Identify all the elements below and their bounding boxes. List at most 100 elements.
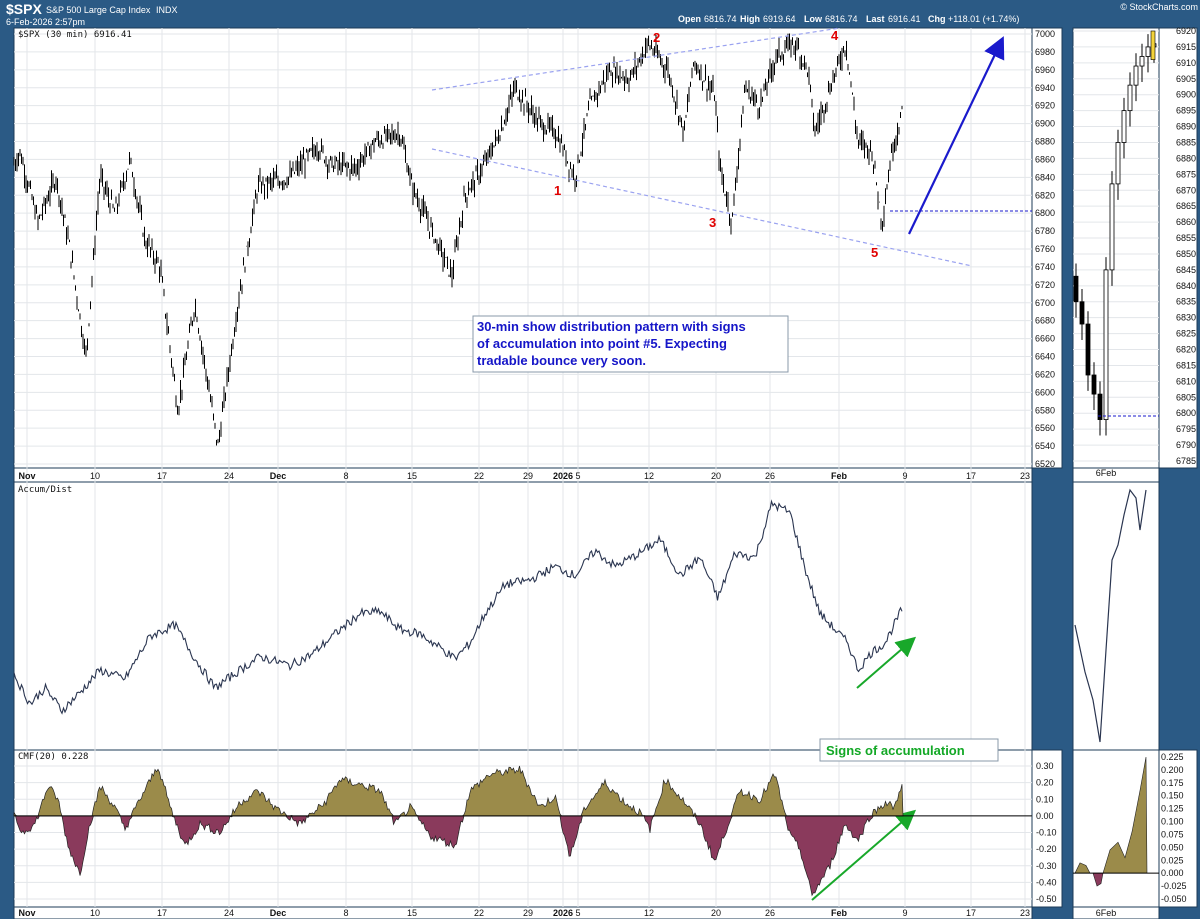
side-cmf-tick-label: 0.200 <box>1161 765 1184 775</box>
price-tick-label: 6920 <box>1035 101 1055 111</box>
x-tick-label: 29 <box>523 471 533 481</box>
side-candle <box>1103 269 1109 420</box>
price-tick-label: 6640 <box>1035 352 1055 362</box>
side-cmf-tick-label: 0.075 <box>1161 829 1184 839</box>
side-price-tick-label: 6830 <box>1176 313 1196 323</box>
point-label-5: 5 <box>871 245 878 260</box>
accum-annotation: Signs of accumulation <box>826 743 965 758</box>
price-tick-label: 6980 <box>1035 47 1055 57</box>
side-candle <box>1085 323 1091 376</box>
x-axis-strip-bottom <box>13 906 1033 919</box>
side-cmf-tick-label: 0.000 <box>1161 868 1184 878</box>
side-cmf-tick-label: -0.025 <box>1161 881 1187 891</box>
x-tick-label: 26 <box>765 471 775 481</box>
x-tick-label-bottom: Feb <box>831 908 848 918</box>
high-value: 6919.64 <box>763 14 796 24</box>
price-tick-label: 6900 <box>1035 119 1055 129</box>
brand-label: © StockCharts.com <box>1120 2 1198 12</box>
price-tick-label: 6760 <box>1035 244 1055 254</box>
x-tick-label-bottom: 10 <box>90 908 100 918</box>
chg-label: Chg <box>928 14 946 24</box>
x-tick-label-bottom: 17 <box>966 908 976 918</box>
last-label: Last <box>866 14 885 24</box>
point-label-4: 4 <box>831 28 839 43</box>
cmf-legend: CMF(20) 0.228 <box>18 752 88 762</box>
exchange-label: INDX <box>156 5 178 15</box>
side-candle <box>1121 110 1127 143</box>
accum-legend: Accum/Dist <box>18 485 72 495</box>
side-x-label: 6Feb <box>1096 468 1117 478</box>
side-price-tick-label: 6905 <box>1176 74 1196 84</box>
x-tick-label: 12 <box>644 471 654 481</box>
side-cmf-tick-label: 0.150 <box>1161 791 1184 801</box>
price-tick-label: 6860 <box>1035 154 1055 164</box>
price-tick-label: 6700 <box>1035 298 1055 308</box>
side-x-label-bottom: 6Feb <box>1096 908 1117 918</box>
accum-annotation-box <box>819 738 999 762</box>
x-tick-label: Nov <box>18 471 35 481</box>
open-value: 6816.74 <box>704 14 737 24</box>
price-tick-label: 6880 <box>1035 137 1055 147</box>
side-price-tick-label: 6885 <box>1176 137 1196 147</box>
price-tick-label: 6600 <box>1035 387 1055 397</box>
price-tick-label: 6820 <box>1035 190 1055 200</box>
x-tick-label-bottom: 22 <box>474 908 484 918</box>
side-price-tick-label: 6815 <box>1176 360 1196 370</box>
side-cmf-y-ticks: 0.225 0.200 0.175 0.150 0.125 0.100 0.075 0.050… <box>1161 752 1187 904</box>
index-name: S&P 500 Large Cap Index <box>46 5 151 15</box>
side-candle <box>1145 46 1151 57</box>
cmf-tick-label: 0.10 <box>1036 794 1054 804</box>
x-tick-label: 2026 <box>553 471 573 481</box>
side-cmf-series <box>1073 756 1159 887</box>
side-accum-series <box>1074 488 1147 743</box>
chg-value: +118.01 (+1.74%) <box>948 14 1019 24</box>
side-cmf-y-axis <box>1158 749 1198 908</box>
price-legend: $SPX (30 min) 6916.41 <box>18 30 132 40</box>
side-cmf-tick-label: 0.100 <box>1161 817 1184 827</box>
side-candle <box>1097 393 1103 420</box>
price-y-ticks: 6520 6540 6560 6580 6600 6620 6640 6660 6680 6700… <box>1035 29 1055 469</box>
side-x-axis <box>1072 467 1160 483</box>
side-price-tick-label: 6840 <box>1176 281 1196 291</box>
x-tick-label-bottom: 17 <box>157 908 167 918</box>
price-y-axis <box>1031 27 1063 469</box>
cmf-y-axis <box>1031 749 1063 908</box>
side-price-tick-label: 6785 <box>1176 456 1196 466</box>
high-label: High <box>740 14 760 24</box>
side-price-tick-label: 6895 <box>1176 106 1196 116</box>
side-cmf-tick-label: 0.125 <box>1161 804 1184 814</box>
open-label: Open <box>678 14 701 24</box>
side-candle <box>1109 183 1115 271</box>
side-cmf-pos-2 <box>1102 756 1148 874</box>
symbol-title: $SPX <box>6 1 42 17</box>
side-price-tick-label: 6890 <box>1176 122 1196 132</box>
x-tick-label-bottom: 8 <box>343 908 348 918</box>
chart-date: 6-Feb-2026 2:57pm <box>6 17 85 27</box>
price-tick-label: 6580 <box>1035 405 1055 415</box>
cmf-tick-label: 0.30 <box>1036 761 1054 771</box>
side-price-tick-label: 6870 <box>1176 185 1196 195</box>
side-price-tick-label: 6855 <box>1176 233 1196 243</box>
price-series <box>13 33 903 446</box>
side-price-tick-label: 6920 <box>1176 26 1196 36</box>
price-tick-label: 6560 <box>1035 423 1055 433</box>
point-label-2: 2 <box>653 30 660 45</box>
side-price-tick-label: 6790 <box>1176 440 1196 450</box>
side-cmf-tick-label: 0.025 <box>1161 855 1184 865</box>
price-tick-label: 7000 <box>1035 29 1055 39</box>
side-price-pane <box>1072 27 1160 469</box>
price-tick-label: 6520 <box>1035 459 1055 469</box>
side-price-tick-label: 6800 <box>1176 408 1196 418</box>
x-tick-label-bottom: Dec <box>270 908 287 918</box>
accum-series <box>13 499 903 715</box>
low-label: Low <box>804 14 823 24</box>
cmf-tick-label: -0.10 <box>1036 828 1057 838</box>
x-tick-label: Dec <box>270 471 287 481</box>
x-tick-label: 5 <box>575 471 580 481</box>
price-tick-label: 6620 <box>1035 369 1055 379</box>
side-price-series <box>1073 30 1157 436</box>
side-price-tick-label: 6915 <box>1176 42 1196 52</box>
price-tick-label: 6960 <box>1035 65 1055 75</box>
side-candle <box>1079 301 1085 325</box>
x-tick-label-bottom: Nov <box>18 908 35 918</box>
